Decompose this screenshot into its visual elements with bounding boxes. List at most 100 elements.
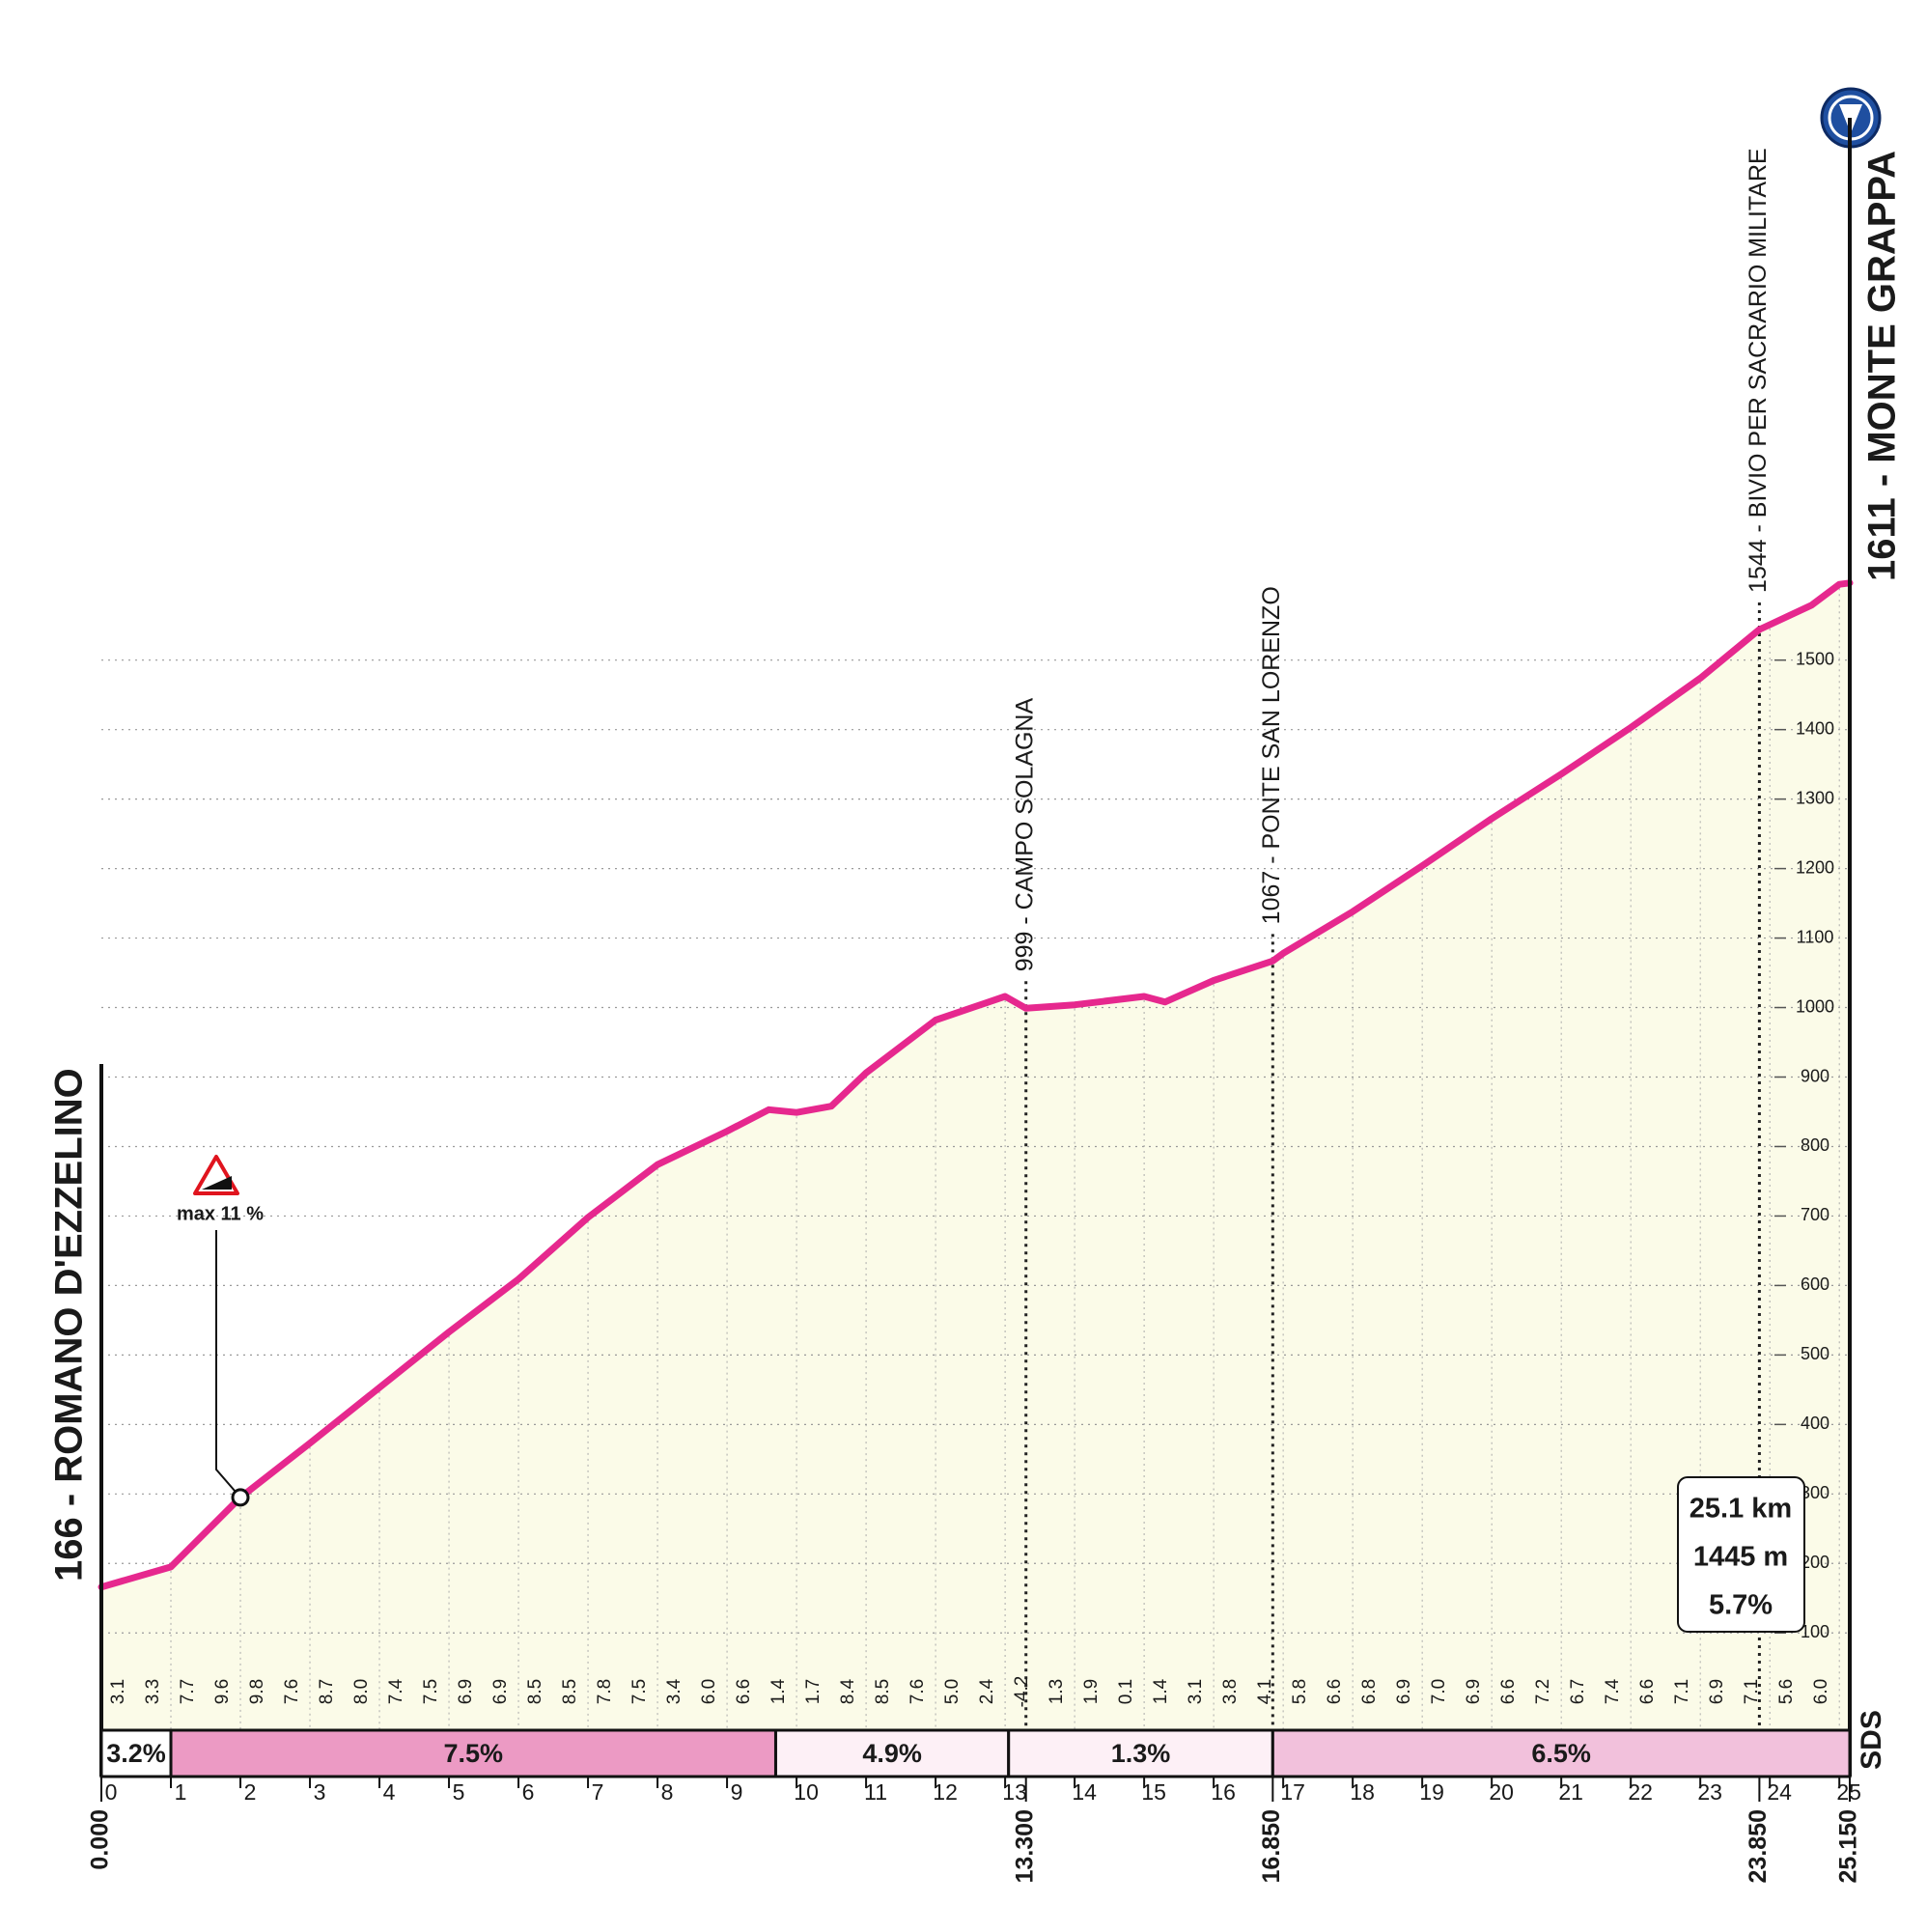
profile-area	[101, 582, 1850, 1730]
x-tick-label: 22	[1628, 1779, 1653, 1805]
max-gradient-point	[231, 1488, 250, 1507]
km-marker-label: 25.150	[1835, 1809, 1862, 1883]
gradient-label: 0.1	[1116, 1679, 1136, 1704]
segment-bar	[169, 1728, 777, 1778]
gradient-label: 3.8	[1220, 1679, 1241, 1704]
km-marker-label: 23.850	[1745, 1809, 1772, 1883]
y-tick-label: 300	[1801, 1483, 1829, 1502]
gradient-label: 9.6	[212, 1679, 233, 1704]
x-tick-label: 1	[175, 1779, 187, 1805]
waypoint-label: 1067 - PONTE SAN LORENZO	[1258, 586, 1285, 924]
gradient-label: 7.8	[595, 1679, 615, 1704]
y-tick-label: 700	[1801, 1205, 1829, 1224]
x-tick-label: 13	[1002, 1779, 1027, 1805]
gradient-label: 3.4	[664, 1678, 684, 1704]
gradient-label: 8.5	[560, 1679, 580, 1704]
x-tick-label: 24	[1767, 1779, 1792, 1805]
x-tick-label: 7	[592, 1779, 604, 1805]
gradient-label: 1.4	[768, 1678, 789, 1704]
gradient-label: -4.2	[1012, 1676, 1032, 1708]
gradient-label: 6.6	[1498, 1679, 1519, 1704]
x-tick-label: 8	[661, 1779, 674, 1805]
gradient-label: 7.1	[1672, 1679, 1692, 1704]
gradient-label: 7.4	[1603, 1678, 1623, 1704]
gradient-label: 6.0	[1811, 1679, 1831, 1704]
y-tick-label: 1100	[1797, 927, 1834, 946]
x-tick-label: 20	[1489, 1779, 1514, 1805]
y-tick-label: 500	[1801, 1344, 1829, 1363]
summary-line: 25.1 km	[1690, 1494, 1792, 1525]
gradient-label: 7.6	[282, 1679, 302, 1704]
gradient-label: 8.7	[317, 1679, 337, 1704]
start-label: 166 - ROMANO D'EZZELINO	[48, 1068, 91, 1582]
max-gradient-label: max 11 %	[177, 1203, 264, 1224]
y-tick-label: 1000	[1796, 996, 1834, 1016]
x-tick-label: 2	[244, 1779, 257, 1805]
gradient-label: 7.0	[1429, 1679, 1449, 1704]
gradient-label: 6.6	[1637, 1679, 1658, 1704]
x-tick-label: 21	[1558, 1779, 1583, 1805]
gradient-label: 5.6	[1776, 1679, 1797, 1704]
x-tick-label: 17	[1280, 1779, 1305, 1805]
gradient-label: 6.9	[456, 1679, 476, 1704]
gradient-label: 6.7	[1568, 1679, 1588, 1704]
gradient-label: 7.6	[908, 1679, 928, 1704]
x-tick-label: 6	[522, 1779, 535, 1805]
gradient-label: 5.8	[1290, 1679, 1310, 1704]
x-tick-label: 16	[1211, 1779, 1236, 1805]
segment-label: 1.3%	[1111, 1739, 1171, 1768]
profile-line	[98, 579, 1854, 1591]
gradient-label: 4.1	[1255, 1679, 1275, 1704]
y-tick-label: 200	[1801, 1553, 1829, 1572]
waypoint-label: 999 - CAMPO SOLAGNA	[1011, 698, 1038, 972]
gradient-label: 7.4	[386, 1678, 406, 1704]
gradient-label: 6.0	[699, 1679, 719, 1704]
gradient-label: 6.6	[1325, 1679, 1345, 1704]
gradient-label: 3.3	[143, 1679, 163, 1704]
max-gradient-icon-slope	[202, 1176, 232, 1190]
x-tick-label: 14	[1072, 1779, 1097, 1805]
gradient-label: 8.0	[351, 1679, 372, 1704]
x-tick-label: 15	[1141, 1779, 1166, 1805]
x-tick-label: 23	[1697, 1779, 1722, 1805]
segment-bar	[1271, 1728, 1852, 1778]
y-tick-label: 600	[1801, 1274, 1829, 1294]
gradient-label: 3.1	[1186, 1679, 1206, 1704]
x-tick-label: 0	[105, 1779, 118, 1805]
gradient-label: 7.2	[1533, 1679, 1553, 1704]
gradient-label: 9.8	[247, 1679, 267, 1704]
gradient-label: 7.7	[178, 1679, 198, 1704]
km-marker-label: 13.300	[1011, 1809, 1038, 1883]
km-marker-label: 16.850	[1258, 1809, 1285, 1883]
x-tick-label: 4	[383, 1779, 396, 1805]
gradient-label: 2.4	[977, 1678, 997, 1704]
gradient-label: 6.9	[490, 1679, 511, 1704]
x-tick-label: 11	[864, 1779, 887, 1805]
y-tick-label: 800	[1801, 1135, 1829, 1155]
x-tick-label: 9	[731, 1779, 743, 1805]
summary-line: 1445 m	[1693, 1542, 1788, 1573]
y-tick-label: 400	[1801, 1414, 1829, 1433]
gradient-label: 1.9	[1081, 1679, 1102, 1704]
waypoint-label: 1544 - BIVIO PER SACRARIO MILITARE	[1745, 148, 1772, 593]
gradient-label: 6.9	[1464, 1679, 1484, 1704]
segment-label: 4.9%	[862, 1739, 922, 1768]
segment-bar	[773, 1728, 1011, 1778]
gradient-label: 7.1	[1742, 1679, 1762, 1704]
x-tick-label: 10	[794, 1779, 819, 1805]
segment-label: 3.2%	[106, 1739, 166, 1768]
x-tick-label: 19	[1419, 1779, 1444, 1805]
y-tick-label: 1400	[1796, 718, 1834, 738]
gradient-label: 7.5	[629, 1679, 650, 1704]
gradient-label: 7.5	[421, 1679, 441, 1704]
segment-bar	[99, 1728, 173, 1778]
summary-box	[1677, 1476, 1805, 1633]
gradient-label: 8.5	[525, 1679, 545, 1704]
gradient-label: 6.9	[1707, 1679, 1727, 1704]
y-tick-label: 100	[1801, 1622, 1829, 1641]
gradient-label: 6.9	[1394, 1679, 1414, 1704]
km-marker-label: 0.000	[87, 1809, 114, 1870]
gradient-label: 3.1	[108, 1679, 128, 1704]
x-tick-label: 5	[453, 1779, 465, 1805]
